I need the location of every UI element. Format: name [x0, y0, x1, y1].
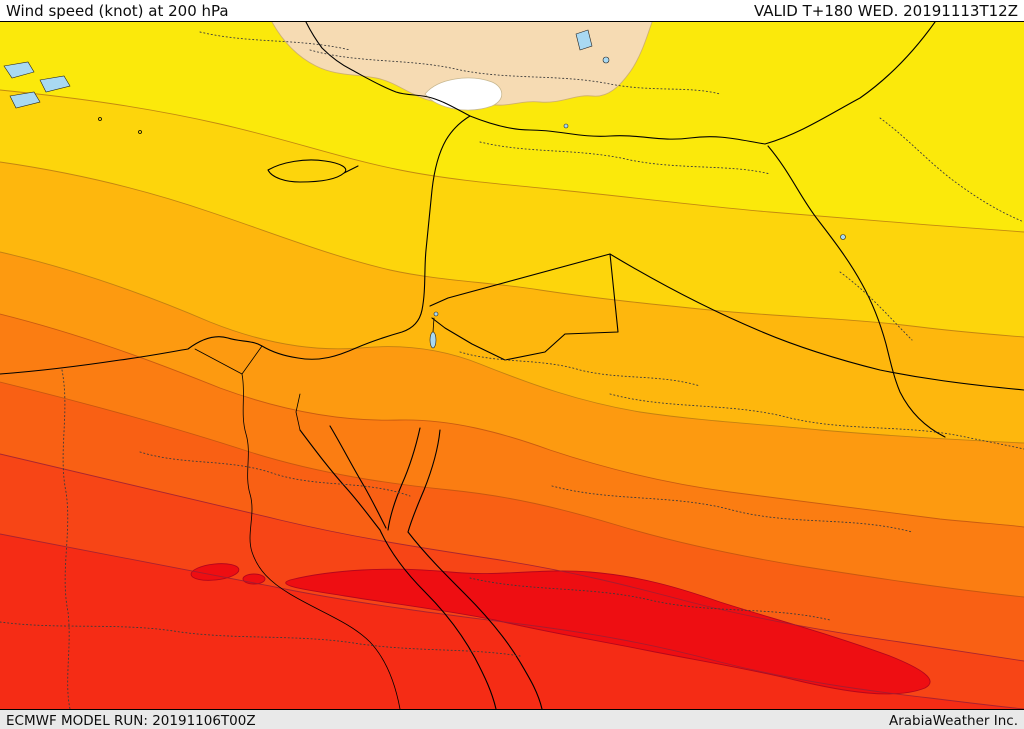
dead-sea: [429, 331, 437, 349]
dotted-iran-1: [879, 117, 1024, 223]
max-core-main: [285, 568, 931, 695]
band-7: [0, 534, 1024, 709]
nile-delta-east: [241, 345, 263, 375]
jordan-river: [432, 317, 435, 333]
dotted-borders: [0, 31, 1024, 709]
contour-7: [0, 533, 1024, 709]
aegean-water-3: [9, 91, 41, 109]
gulf-of-aqaba-east-coast: [407, 429, 441, 533]
dotted-jordan-saudi: [459, 351, 701, 387]
model-run-label: ECMWF MODEL RUN: 20191106T00Z: [6, 712, 256, 729]
turkey-syria-border: [469, 22, 936, 145]
red-sea-west-coast: [379, 529, 497, 709]
island-speck-2: [138, 130, 142, 134]
cyprus-island: [267, 159, 359, 183]
dotted-anatolia-1: [309, 49, 721, 95]
jordan-syria-iraq-border: [429, 253, 619, 361]
wind-speed-map-svg: [0, 22, 1024, 709]
rivers-seas: [194, 345, 543, 709]
sinai-west-coast: [329, 425, 387, 529]
sea-of-galilee: [433, 311, 439, 317]
red-sea-east-coast: [407, 531, 543, 709]
dotted-syria-iraq: [479, 141, 771, 175]
dotted-libya-egypt: [61, 369, 71, 709]
iraq-iran-border: [767, 145, 946, 438]
island-speck-1: [98, 117, 102, 121]
sinai-east-coast: [387, 427, 421, 531]
lake-small-anatolia: [602, 56, 610, 64]
nile-river: [241, 373, 401, 709]
contour-1: [0, 89, 1024, 233]
lake-small-levant: [563, 123, 569, 129]
contour-6: [0, 453, 1024, 662]
aegean-water-1: [3, 61, 35, 79]
lake-small-east: [840, 234, 846, 240]
dotted-anatolia-2: [199, 31, 351, 51]
map-title: Wind speed (knot) at 200 hPa: [6, 2, 229, 20]
calm-region: [271, 22, 653, 111]
contour-3: [0, 251, 1024, 444]
footer-bar: ECMWF MODEL RUN: 20191106T00Z ArabiaWeat…: [0, 710, 1024, 729]
gulf-of-suez-west-coast: [299, 429, 381, 531]
nile-delta-west: [194, 348, 243, 375]
contour-5: [0, 381, 1024, 598]
dotted-saudi-1: [609, 393, 1024, 450]
speed-maxima: [190, 563, 931, 695]
map-canvas: [0, 21, 1024, 710]
provider-label: ArabiaWeather Inc.: [888, 712, 1018, 729]
dotted-egypt-desert: [139, 451, 411, 497]
lake-tuz: [575, 29, 593, 51]
max-core-small-1: [190, 563, 240, 581]
coastlines-borders: [0, 22, 1024, 438]
valid-time-label: VALID T+180 WED. 20191113T12Z: [753, 2, 1018, 20]
dotted-egypt-sudan: [0, 621, 521, 657]
mediterranean-coastline: [0, 22, 471, 375]
white-minimum-area: [424, 77, 503, 111]
aegean-water-2: [39, 75, 71, 93]
contour-4: [0, 313, 1024, 528]
header-bar: Wind speed (knot) at 200 hPa VALID T+180…: [0, 0, 1024, 21]
lakes: [3, 29, 846, 349]
calm-lowest-area: [272, 22, 652, 106]
iraq-saudi-border: [609, 253, 1024, 391]
suez-canal: [295, 393, 301, 431]
